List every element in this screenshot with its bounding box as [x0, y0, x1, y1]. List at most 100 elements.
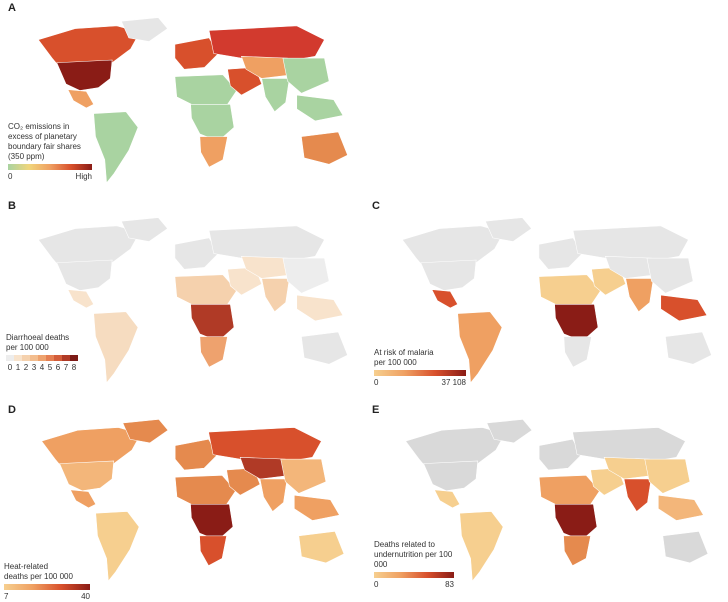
region-india [625, 278, 654, 313]
legend-d-labels: 7 40 [4, 592, 90, 602]
region-southeast-asia [657, 494, 704, 521]
legend-b-swatch [70, 355, 78, 361]
region-china [644, 458, 691, 494]
region-central-africa [190, 503, 234, 541]
panel-e-letter: E [372, 404, 380, 416]
region-central-africa [190, 303, 235, 342]
legend-c-ramp [374, 370, 466, 376]
legend-c-min: 0 [374, 378, 379, 387]
region-north-africa [538, 274, 602, 307]
panel-d: D Heat-related deaths per 100 000 7 40 [0, 400, 364, 602]
region-india [623, 478, 652, 512]
panel-b-letter: B [8, 200, 16, 212]
region-south-america [93, 111, 139, 184]
legend-b-tick: 4 [39, 363, 45, 372]
legend-d-ramp [4, 584, 90, 590]
region-south-america [95, 511, 140, 582]
region-usa [56, 259, 113, 291]
region-mexico [67, 289, 95, 309]
legend-a-min: 0 [8, 172, 13, 181]
legend-d: Heat-related deaths per 100 000 7 40 [4, 562, 90, 602]
region-australia [300, 131, 348, 165]
region-central-africa [554, 503, 598, 541]
legend-e-labels: 0 83 [374, 580, 454, 590]
region-southeast-asia [293, 494, 340, 521]
region-usa [56, 59, 113, 91]
region-australia [662, 530, 709, 564]
legend-e: Deaths related to undernutrition per 100… [374, 540, 454, 590]
region-north-africa [174, 74, 238, 107]
legend-b-tick: 3 [31, 363, 37, 372]
region-usa [423, 460, 479, 492]
region-australia [300, 331, 348, 365]
legend-b-swatch [38, 355, 46, 361]
panel-a-letter: A [8, 2, 16, 14]
legend-b-tick: 1 [15, 363, 21, 372]
legend-b-swatch [62, 355, 70, 361]
legend-e-min: 0 [374, 580, 379, 589]
region-north-africa [538, 474, 601, 507]
panel-c-letter: C [372, 200, 380, 212]
panel-e: E Deaths related to undernutrition per 1… [364, 400, 728, 599]
panel-d-letter: D [8, 404, 16, 416]
legend-b-swatch [54, 355, 62, 361]
legend-c: At risk of malaria per 100 000 0 37 108 [374, 348, 466, 388]
legend-a-title: CO₂ emissions in excess of planetary bou… [8, 122, 81, 161]
legend-b-tick: 2 [23, 363, 29, 372]
legend-a-max: High [75, 172, 92, 181]
legend-b-tick: 0 [7, 363, 13, 372]
region-north-africa [174, 274, 238, 307]
region-north-africa [174, 474, 237, 507]
legend-d-min: 7 [4, 592, 9, 601]
region-south-africa [199, 136, 229, 168]
legend-b-tick: 8 [71, 363, 77, 372]
legend-b-swatch [6, 355, 14, 361]
region-india [261, 78, 290, 113]
region-usa [420, 259, 477, 291]
region-southeast-asia [660, 294, 708, 322]
region-china [282, 257, 330, 294]
legend-e-ramp [374, 572, 454, 578]
region-mexico [434, 489, 461, 509]
legend-c-labels: 0 37 108 [374, 378, 466, 388]
region-central-africa [190, 103, 235, 142]
region-mexico [431, 289, 459, 309]
legend-e-max: 83 [445, 580, 454, 589]
legend-a: CO₂ emissions in excess of planetary bou… [8, 122, 92, 182]
region-south-africa [199, 336, 229, 368]
legend-b-ramp [6, 355, 78, 361]
region-south-america [93, 311, 139, 384]
legend-b-tick: 5 [47, 363, 53, 372]
legend-b-swatch [46, 355, 54, 361]
region-india [261, 278, 290, 313]
legend-b-swatch [22, 355, 30, 361]
legend-b-tick: 7 [63, 363, 69, 372]
legend-c-max: 37 108 [441, 378, 466, 387]
legend-b-swatch [30, 355, 38, 361]
region-south-africa [563, 535, 592, 567]
legend-a-ramp [8, 164, 92, 170]
legend-d-max: 40 [81, 592, 90, 601]
legend-b-swatch [14, 355, 22, 361]
region-southeast-asia [296, 294, 344, 322]
legend-a-labels: 0 High [8, 172, 92, 182]
region-india [259, 478, 288, 512]
region-china [282, 57, 330, 94]
region-china [646, 257, 694, 294]
region-south-africa [199, 535, 228, 567]
region-australia [298, 530, 345, 564]
region-australia [664, 331, 712, 365]
region-south-america [459, 511, 504, 582]
region-south-africa [563, 336, 592, 368]
panel-a: A CO₂ emissions in excess of planetary b… [0, 0, 364, 195]
legend-d-title: Heat-related deaths per 100 000 [4, 562, 73, 581]
region-southeast-asia [296, 94, 344, 122]
region-mexico [67, 89, 95, 109]
region-china [280, 458, 327, 494]
region-mexico [70, 489, 97, 509]
legend-b-tick: 6 [55, 363, 61, 372]
legend-e-title: Deaths related to undernutrition per 100… [374, 540, 453, 569]
